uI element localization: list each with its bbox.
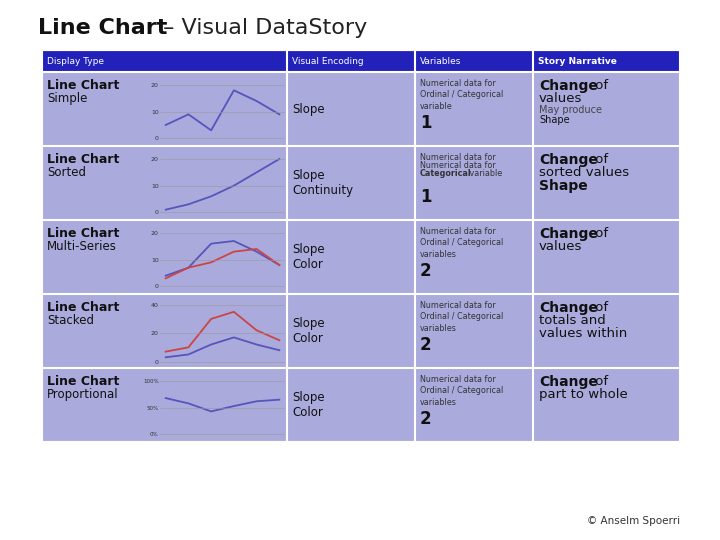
Text: variable: variable [467,169,503,178]
Bar [287,146,415,220]
Text: 2: 2 [420,410,431,428]
Text: Line Chart: Line Chart [38,18,167,38]
Text: Slope: Slope [292,103,325,116]
Bar [533,220,680,294]
Bar [415,146,533,220]
Text: Slope
Continuity: Slope Continuity [292,169,353,197]
Text: Sorted: Sorted [47,166,86,179]
Text: – Visual DataStory: – Visual DataStory [156,18,367,38]
Bar [533,146,680,220]
Bar [533,294,680,368]
Bar [415,50,533,72]
Bar [415,294,533,368]
Text: May produce: May produce [539,105,602,115]
Text: of: of [591,153,608,166]
Text: Categorical: Categorical [420,169,472,178]
Text: 1: 1 [420,188,431,206]
Bar [533,50,680,72]
Bar [287,368,415,442]
Text: Shape: Shape [539,115,570,125]
Text: Numerical data for
Ordinal / Categorical
variables: Numerical data for Ordinal / Categorical… [420,301,503,333]
Text: Slope
Color: Slope Color [292,391,325,419]
Text: Shape: Shape [539,179,588,193]
Bar [287,50,415,72]
Text: Slope
Color: Slope Color [292,243,325,271]
Bar [42,294,287,368]
Bar [42,220,287,294]
Text: Numerical data for
Ordinal / Categorical
variables: Numerical data for Ordinal / Categorical… [420,227,503,259]
Text: part to whole: part to whole [539,388,628,401]
Text: Line Chart: Line Chart [47,79,120,92]
Bar [533,368,680,442]
Text: Numerical data for
Ordinal / Categorical
variable: Numerical data for Ordinal / Categorical… [420,79,503,111]
Text: Change: Change [539,301,598,315]
Text: values: values [539,92,582,105]
Bar [287,294,415,368]
Text: Story Narrative: Story Narrative [538,57,617,65]
Text: Line Chart: Line Chart [47,301,120,314]
Text: values within: values within [539,327,627,340]
Text: Multi-Series: Multi-Series [47,240,117,253]
Text: values: values [539,240,582,253]
Text: Change: Change [539,375,598,389]
Text: Change: Change [539,227,598,241]
Bar [42,50,287,72]
Text: Simple: Simple [47,92,87,105]
Bar [415,72,533,146]
Text: Numerical data for: Numerical data for [420,161,496,170]
Text: of: of [591,375,608,388]
Bar [42,50,680,442]
Bar [533,72,680,146]
Text: Proportional: Proportional [47,388,119,401]
Text: Line Chart: Line Chart [47,375,120,388]
Bar [287,72,415,146]
Text: 1: 1 [420,114,431,132]
Text: Line Chart: Line Chart [47,227,120,240]
Text: Slope
Color: Slope Color [292,317,325,345]
Text: Numerical data for: Numerical data for [420,153,496,162]
Text: sorted values: sorted values [539,166,629,179]
Text: Stacked: Stacked [47,314,94,327]
Bar [42,72,287,146]
Text: Change: Change [539,153,598,167]
Bar [42,146,287,220]
Text: Numerical data for
Ordinal / Categorical
variables: Numerical data for Ordinal / Categorical… [420,375,503,407]
Bar [415,220,533,294]
Text: of: of [591,301,608,314]
Text: of: of [591,79,608,92]
Text: © Anselm Spoerri: © Anselm Spoerri [587,516,680,526]
Bar [287,220,415,294]
Bar [42,368,287,442]
Text: Display Type: Display Type [47,57,104,65]
Text: Visual Encoding: Visual Encoding [292,57,364,65]
Text: 2: 2 [420,336,431,354]
Text: 2: 2 [420,262,431,280]
Text: totals and: totals and [539,314,606,327]
Text: Change: Change [539,79,598,93]
Text: of: of [591,227,608,240]
Text: Variables: Variables [420,57,462,65]
Text: Line Chart: Line Chart [47,153,120,166]
Bar [415,368,533,442]
